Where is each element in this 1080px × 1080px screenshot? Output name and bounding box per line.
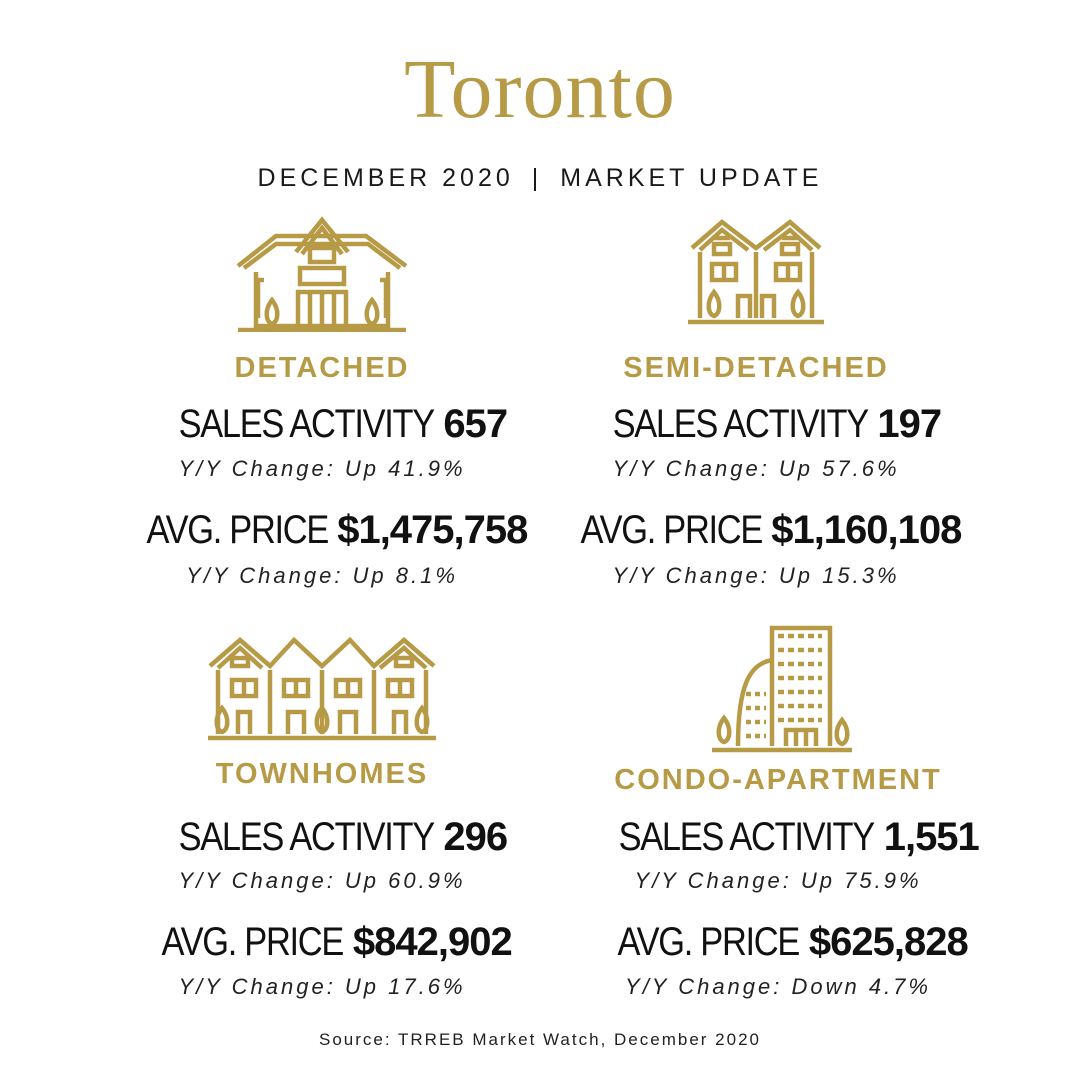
source-note: Source: TRREB Market Watch, December 202… [319,1030,761,1049]
sales-change: Y/Y Change: Up 41.9% [178,456,466,481]
avg-price-value: $1,160,108 [771,508,962,552]
sales-activity-value: 657 [443,402,508,446]
avg-price-label: AVG. PRICE [580,508,763,552]
price-change: Y/Y Change: Up 8.1% [186,563,458,588]
sales-activity-value: 296 [443,815,508,859]
subtitle-separator: | [531,164,543,192]
avg-price-value: $1,475,758 [337,508,528,552]
panel-title: DETACHED [234,352,410,384]
detached-house-icon [236,214,408,332]
sales-change: Y/Y Change: Up 57.6% [612,456,900,481]
panel-title: CONDO-APARTMENT [614,764,942,796]
sales-activity-value: 197 [877,402,942,446]
avg-price-label: AVG. PRICE [161,920,345,964]
page-title: Toronto [404,43,676,136]
avg-price-label: AVG. PRICE [146,508,329,552]
sales-activity-label: SALES ACTIVITY [178,815,435,859]
semi-detached-house-icon [688,218,824,326]
panel-title: TOWNHOMES [215,758,429,790]
sales-change: Y/Y Change: Up 60.9% [178,868,466,893]
sales-activity-label: SALES ACTIVITY [618,815,876,859]
avg-price: AVG. PRICE $1,475,758 [52,508,592,553]
avg-price-label: AVG. PRICE [617,920,801,964]
sales-activity: SALES ACTIVITY 1,551 [508,815,1048,860]
avg-price: AVG. PRICE $1,160,108 [486,508,1026,553]
avg-price: AVG. PRICE $625,828 [508,920,1048,965]
report-type: MARKET UPDATE [560,164,823,192]
price-change: Y/Y Change: Down 4.7% [625,974,931,999]
price-change: Y/Y Change: Up 17.6% [178,974,466,999]
sales-activity-value: 1,551 [883,815,980,859]
avg-price: AVG. PRICE $842,902 [52,920,592,965]
avg-price-value: $625,828 [808,920,969,964]
sales-activity: SALES ACTIVITY 296 [52,815,592,860]
panel-title: SEMI-DETACHED [623,352,889,384]
sales-activity-label: SALES ACTIVITY [178,402,435,446]
condo-apartment-icon [710,624,854,754]
sales-activity: SALES ACTIVITY 197 [486,402,1026,447]
price-change: Y/Y Change: Up 15.3% [612,563,900,588]
report-date: DECEMBER 2020 [257,164,514,192]
townhomes-icon [208,636,436,742]
sales-activity-label: SALES ACTIVITY [612,402,869,446]
avg-price-value: $842,902 [352,920,513,964]
sales-change: Y/Y Change: Up 75.9% [634,868,922,893]
sales-activity: SALES ACTIVITY 657 [52,402,592,447]
subtitle: DECEMBER 2020 | MARKET UPDATE [0,164,1080,193]
